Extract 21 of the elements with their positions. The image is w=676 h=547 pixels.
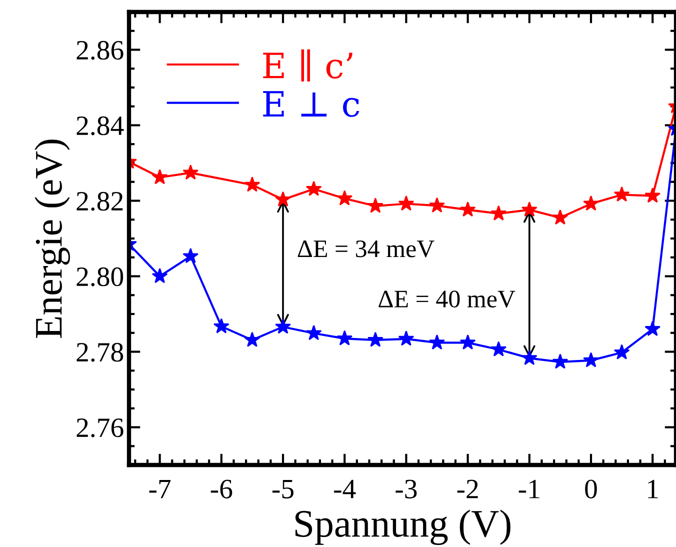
y-tick-label: 2.86 — [76, 40, 124, 60]
x-tick-label: 1 — [648, 480, 658, 498]
y-tick-label: 2.82 — [76, 192, 123, 211]
x-tick-label: -4 — [334, 480, 356, 498]
x-tick-label: -5 — [272, 480, 294, 498]
y-tick-label: 2.84 — [76, 116, 124, 136]
annotation: ΔE = 40 meV — [378, 290, 516, 308]
x-tick-label: 0 — [585, 480, 597, 498]
x-tick-label: -1 — [518, 480, 540, 498]
x-axis-title: Spannung (V) — [295, 510, 510, 546]
annotation: ΔE = 34 meV — [298, 240, 434, 258]
y-tick-label: 2.80 — [76, 267, 124, 286]
y-axis-title: Energie (eV) — [34, 140, 70, 338]
x-tick-label: -7 — [149, 480, 171, 498]
y-tick-label: 2.76 — [76, 418, 124, 438]
x-tick-label: -3 — [396, 480, 417, 498]
y-tick-label: 2.78 — [76, 342, 124, 362]
x-tick-label: -6 — [210, 480, 232, 498]
legend-label: E ⊥ c — [263, 91, 360, 117]
legend-label: E ∥ c’ — [263, 49, 352, 82]
x-tick-label: -2 — [457, 480, 478, 498]
